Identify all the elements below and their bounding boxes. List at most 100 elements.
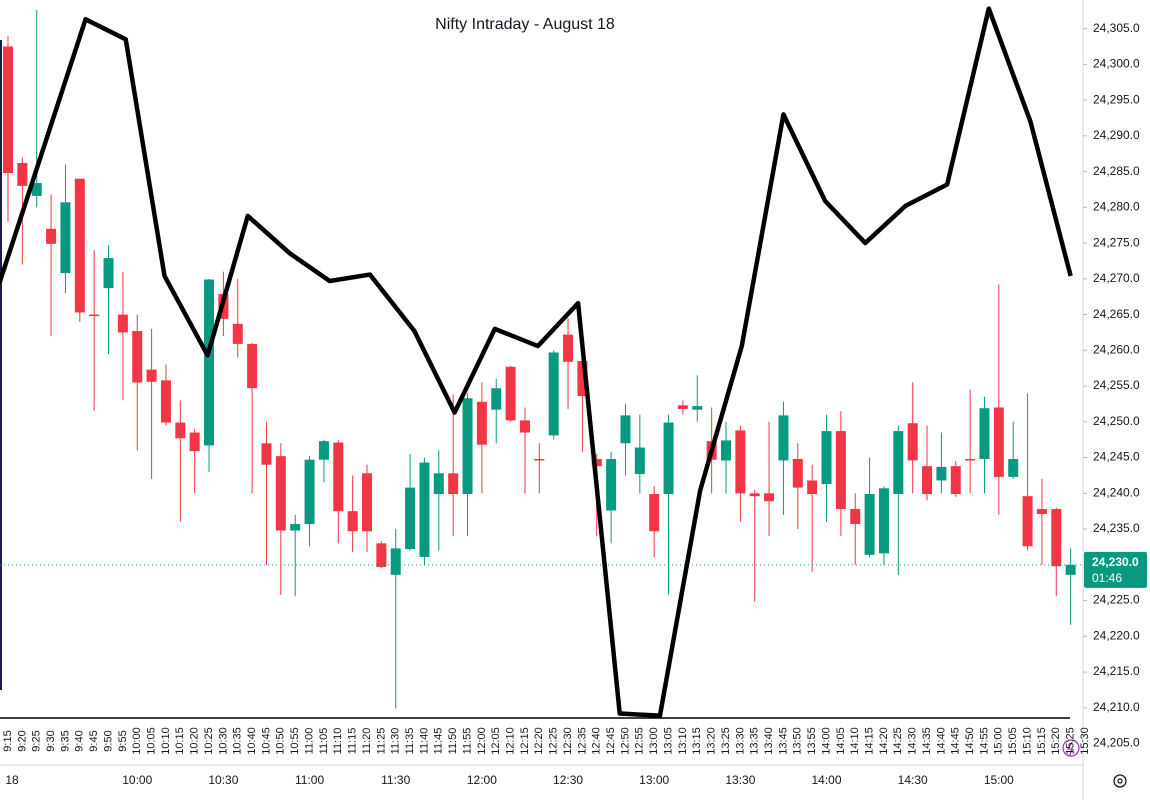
- x-tick-label: 13:30: [734, 727, 746, 755]
- x-tick-label: 13:20: [706, 727, 718, 755]
- candle-body: [261, 443, 272, 465]
- y-tick-label: 24,305.0: [1093, 21, 1140, 35]
- x-tick-label: 13:15: [691, 727, 703, 755]
- candle-body: [333, 442, 344, 512]
- settings-icon[interactable]: [1113, 774, 1127, 788]
- candle-body: [3, 46, 13, 174]
- x-tick-label: 12:25: [548, 727, 560, 755]
- x-tick-label: 12:15: [519, 727, 531, 755]
- candle-body: [160, 380, 171, 423]
- candle-body: [448, 473, 459, 495]
- major-time-label: 14:30: [898, 773, 928, 787]
- x-tick-label: 13:10: [677, 727, 689, 755]
- chart-title: Nifty Intraday - August 18: [435, 16, 615, 33]
- x-tick-label: 14:50: [964, 727, 976, 755]
- candle-body: [821, 431, 832, 485]
- x-tick-label: 11:15: [347, 728, 359, 755]
- candle-body: [778, 415, 789, 461]
- x-tick-label: 11:25: [375, 728, 387, 755]
- x-tick-label: 9:25: [31, 730, 43, 751]
- candle-body: [146, 369, 157, 382]
- candle-body: [103, 258, 114, 289]
- candle-body: [462, 398, 473, 495]
- y-tick-label: 24,210.0: [1093, 700, 1140, 714]
- x-tick-label: 9:20: [16, 730, 28, 751]
- major-time-label: 15:00: [984, 773, 1014, 787]
- candle-body: [936, 466, 947, 481]
- x-tick-label: 15:20: [1050, 727, 1062, 755]
- candle-body: [735, 430, 746, 494]
- overlay-line: [0, 6, 1073, 718]
- y-tick-label: 24,295.0: [1093, 92, 1140, 106]
- candle-body: [89, 314, 100, 317]
- x-tick-label: 14:00: [820, 727, 832, 755]
- last-price-label: 24,230.0: [1092, 555, 1139, 569]
- x-tick-label: 15:25: [1065, 727, 1077, 755]
- x-tick-label: 14:30: [907, 727, 919, 755]
- candle-body: [835, 431, 846, 510]
- major-time-label: 13:30: [725, 773, 755, 787]
- candle-body: [519, 420, 530, 433]
- candle-body: [606, 459, 617, 511]
- candle-body: [634, 447, 645, 475]
- x-tick-label: 9:45: [88, 730, 100, 751]
- x-tick-label: 10:45: [260, 727, 272, 755]
- x-tick-label: 10:00: [131, 727, 143, 755]
- x-tick-label: 12:45: [605, 727, 617, 755]
- x-tick-label: 9:55: [117, 730, 129, 751]
- candle-body: [189, 432, 200, 452]
- x-tick-label: 14:10: [849, 727, 861, 755]
- candle-body: [433, 473, 444, 495]
- candle-body: [390, 548, 401, 575]
- x-tick-label: 10:10: [160, 727, 172, 755]
- alert-icon[interactable]: [1062, 739, 1080, 757]
- major-time-label: 14:00: [812, 773, 842, 787]
- major-time-label: 12:30: [553, 773, 583, 787]
- x-tick-label: 13:45: [777, 727, 789, 755]
- candle-body: [864, 494, 875, 555]
- x-tick-label: 14:20: [878, 727, 890, 755]
- candle-body: [132, 331, 143, 383]
- x-tick-label: 9:30: [45, 730, 57, 751]
- major-time-label: 13:00: [639, 773, 669, 787]
- candle-body: [563, 334, 574, 362]
- x-tick-label: 14:25: [892, 727, 904, 755]
- candle-body: [275, 456, 286, 531]
- x-tick-label: 13:25: [720, 727, 732, 755]
- candle-body: [1008, 459, 1019, 477]
- candle-body: [247, 343, 258, 389]
- x-tick-label: 11:55: [461, 728, 473, 755]
- candle-body: [290, 524, 301, 531]
- x-tick-label: 11:50: [447, 728, 459, 755]
- major-time-label: 11:30: [381, 773, 410, 787]
- candle-body: [922, 466, 933, 495]
- candle-body: [534, 459, 545, 461]
- x-tick-label: 10:20: [189, 727, 201, 755]
- candle-body: [1065, 564, 1076, 575]
- x-tick-label: 12:20: [533, 727, 545, 755]
- y-tick-label: 24,215.0: [1093, 664, 1140, 678]
- x-tick-label: 11:40: [418, 728, 430, 755]
- candle-body: [60, 202, 71, 274]
- x-tick-label: 11:35: [404, 728, 416, 755]
- x-tick-label: 13:55: [806, 727, 818, 755]
- candle-body: [204, 279, 215, 446]
- settings-icon-center: [1117, 778, 1123, 784]
- candle-body: [347, 511, 358, 532]
- candle-body: [232, 323, 243, 344]
- y-tick-label: 24,285.0: [1093, 164, 1140, 178]
- x-tick-label: 14:35: [921, 727, 933, 755]
- x-tick-label: 13:50: [792, 727, 804, 755]
- last-price-tag: [1084, 551, 1147, 588]
- x-tick-label: 14:55: [978, 727, 990, 755]
- candle-body: [304, 459, 315, 525]
- candle-body: [907, 423, 918, 461]
- x-tick-label: 12:05: [490, 727, 502, 755]
- y-tick-label: 24,260.0: [1093, 342, 1140, 356]
- x-tick-label: 13:40: [763, 727, 775, 755]
- x-tick-label: 10:25: [203, 727, 215, 755]
- x-tick-label: 12:00: [476, 727, 488, 755]
- x-tick-label: 11:20: [361, 728, 373, 755]
